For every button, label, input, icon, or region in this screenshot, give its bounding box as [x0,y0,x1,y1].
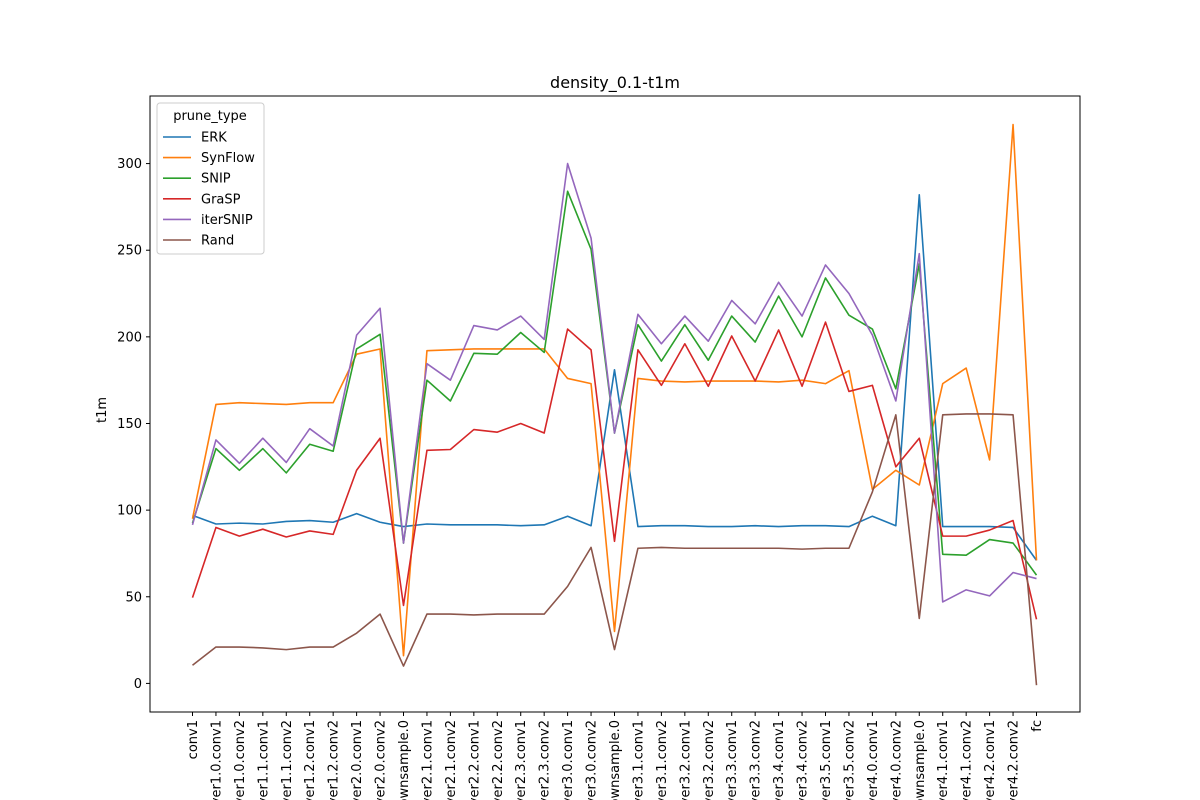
x-tick-label: layer1.1.conv1 [256,720,271,800]
legend-label-snip: SNIP [201,172,231,187]
legend-label-rand: Rand [201,234,234,249]
legend-label-itersnip: iterSNIP [201,213,253,228]
series-line-grasp [193,322,1037,619]
y-tick-label: 0 [134,677,142,692]
x-tick-label: fc [1030,720,1045,732]
x-tick-label: layer2.1.conv2 [444,720,459,800]
x-tick-label: layer4.1.conv2 [960,720,975,800]
series-layer [193,125,1037,686]
x-tick-label: layer2.0.downsample.0 [397,720,412,800]
series-line-erk [193,195,1037,561]
x-tick-label: layer4.2.conv1 [983,720,998,800]
y-axis-ticks: 0 50 100 150 200 250 300 [117,157,150,692]
x-tick-label: layer2.0.conv2 [374,720,389,800]
x-tick-label: layer4.0.conv2 [889,720,904,800]
series-line-snip [193,191,1037,575]
x-tick-label: layer2.2.conv2 [491,720,506,800]
y-tick-label: 200 [117,330,142,345]
x-tick-label: layer1.2.conv2 [327,720,342,800]
x-tick-label: layer3.0.conv2 [585,720,600,800]
x-tick-label: layer2.3.conv1 [514,720,529,800]
x-tick-label: layer4.0.downsample.0 [913,720,928,800]
legend-label-grasp: GraSP [201,192,241,207]
x-tick-label: layer3.2.conv1 [678,720,693,800]
y-tick-label: 100 [117,504,142,519]
x-tick-label: layer3.4.conv1 [772,720,787,800]
x-tick-label: layer1.0.conv1 [209,720,224,800]
x-tick-label: layer2.2.conv1 [467,720,482,800]
y-tick-label: 300 [117,157,142,172]
x-tick-label: layer3.4.conv2 [796,720,811,800]
x-tick-label: layer1.2.conv1 [303,720,318,800]
legend-label-synflow: SynFlow [201,151,255,166]
legend: prune_type ERK SynFlow SNIP GraSP iterSNIP Ra… [157,103,264,254]
x-tick-label: layer3.1.conv1 [631,720,646,800]
y-axis-label: t1m [95,397,110,423]
x-tick-label: layer3.0.conv1 [561,720,576,800]
x-tick-label: layer3.5.conv2 [842,720,857,800]
legend-label-erk: ERK [201,131,227,146]
series-line-synflow [193,125,1037,656]
x-tick-label: layer4.2.conv2 [1007,720,1022,800]
series-line-rand [193,414,1037,685]
y-tick-label: 50 [125,590,142,605]
chart-title: density_0.1-t1m [550,73,680,93]
x-tick-label: layer2.3.conv2 [538,720,553,800]
x-axis-ticks: conv1 layer1.0.conv1 layer1.0.conv2 layer1.… [186,712,1045,800]
x-tick-label: layer3.2.conv2 [702,720,717,800]
legend-title: prune_type [173,109,247,124]
y-tick-label: 250 [117,244,142,259]
x-tick-label: layer3.5.conv1 [819,720,834,800]
x-tick-label: layer2.1.conv1 [420,720,435,800]
x-tick-label: layer3.1.conv2 [655,720,670,800]
x-tick-label: layer1.1.conv2 [280,720,295,800]
x-tick-label: layer3.3.conv2 [749,720,764,800]
x-tick-label: conv1 [186,720,201,759]
x-tick-label: layer3.3.conv1 [725,720,740,800]
x-tick-label: layer2.0.conv1 [350,720,365,800]
x-tick-label: layer3.0.downsample.0 [608,720,623,800]
x-tick-label: layer4.1.conv1 [936,720,951,800]
x-tick-label: layer1.0.conv2 [233,720,248,800]
x-tick-label: layer4.0.conv1 [866,720,881,800]
y-tick-label: 150 [117,417,142,432]
